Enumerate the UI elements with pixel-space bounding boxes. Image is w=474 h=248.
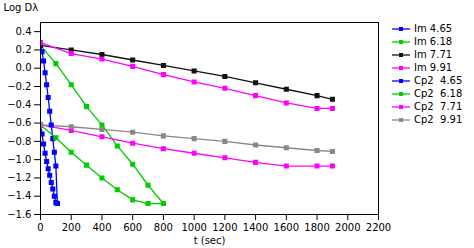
svg-text:2000: 2000 — [335, 222, 360, 233]
svg-text:−0.8: −0.8 — [7, 136, 31, 147]
svg-text:200: 200 — [62, 222, 81, 233]
svg-text:0.0: 0.0 — [16, 62, 32, 73]
svg-text:t (sec): t (sec) — [194, 235, 226, 246]
html-text:Im 6.18: Im 6.18 — [414, 36, 453, 47]
svg-text:Log Dλ: Log Dλ — [4, 2, 39, 13]
svg-text:−0.6: −0.6 — [7, 117, 31, 128]
html-text:Cp2 6.18: Cp2 6.18 — [414, 88, 463, 99]
html-text:Cp2 4.65: Cp2 4.65 — [414, 75, 463, 86]
svg-text:1600: 1600 — [274, 222, 299, 233]
svg-text:0: 0 — [37, 222, 43, 233]
svg-text:1800: 1800 — [304, 222, 329, 233]
svg-text:−1.4: −1.4 — [7, 190, 31, 201]
svg-text:400: 400 — [92, 222, 111, 233]
html-text:Im 9.91: Im 9.91 — [414, 62, 453, 73]
svg-text:600: 600 — [123, 222, 142, 233]
svg-text:1000: 1000 — [181, 222, 206, 233]
html-text:Cp2 7.71: Cp2 7.71 — [414, 101, 463, 112]
svg-text:1200: 1200 — [212, 222, 237, 233]
svg-text:0.2: 0.2 — [16, 44, 32, 55]
svg-text:−1.6: −1.6 — [7, 209, 31, 220]
html-text:Im 7.71: Im 7.71 — [414, 49, 453, 60]
svg-text:1400: 1400 — [243, 222, 268, 233]
html-text:Im 4.65: Im 4.65 — [414, 23, 453, 34]
svg-text:−1.0: −1.0 — [7, 154, 31, 165]
svg-text:800: 800 — [154, 222, 173, 233]
svg-text:2200: 2200 — [366, 222, 391, 233]
svg-text:0.4: 0.4 — [16, 26, 32, 37]
svg-text:−1.2: −1.2 — [7, 172, 31, 183]
html-text:Cp2 9.91: Cp2 9.91 — [414, 114, 463, 125]
svg-text:−0.2: −0.2 — [7, 81, 31, 92]
svg-text:−0.4: −0.4 — [7, 99, 31, 110]
